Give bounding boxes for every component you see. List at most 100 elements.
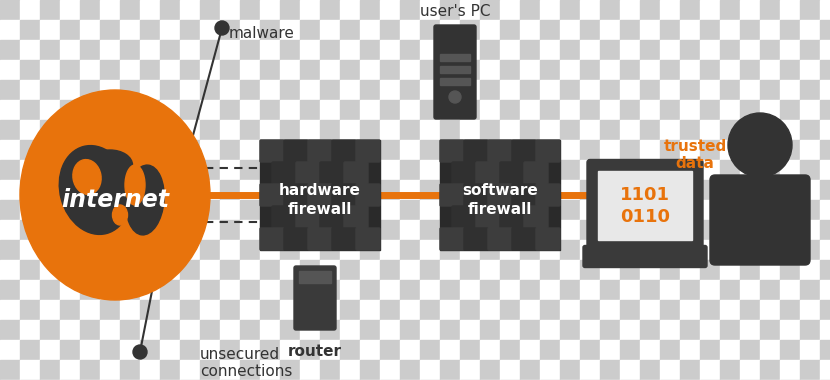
Bar xyxy=(60,300,80,320)
Bar xyxy=(480,360,500,380)
Bar xyxy=(380,160,400,180)
Bar xyxy=(0,100,20,120)
Bar xyxy=(620,160,640,180)
Bar xyxy=(100,260,120,280)
Bar xyxy=(340,300,360,320)
Bar xyxy=(460,120,480,140)
Text: router: router xyxy=(288,344,342,359)
Bar xyxy=(540,200,560,220)
Bar xyxy=(160,180,180,200)
Bar xyxy=(480,220,500,240)
Bar xyxy=(260,140,280,160)
Bar xyxy=(380,120,400,140)
Bar xyxy=(0,360,20,380)
Bar xyxy=(440,260,460,280)
Bar xyxy=(240,240,260,260)
FancyBboxPatch shape xyxy=(583,245,707,268)
Bar xyxy=(240,220,260,240)
FancyBboxPatch shape xyxy=(464,184,488,206)
Ellipse shape xyxy=(59,146,131,234)
Bar xyxy=(560,240,580,260)
Bar xyxy=(400,60,420,80)
Bar xyxy=(20,280,40,300)
Bar xyxy=(560,20,580,40)
Bar xyxy=(20,140,40,160)
Bar xyxy=(40,100,60,120)
Bar xyxy=(60,240,80,260)
Bar xyxy=(600,240,620,260)
Bar xyxy=(440,220,460,240)
Bar xyxy=(400,160,420,180)
Bar xyxy=(220,260,240,280)
Bar xyxy=(260,180,280,200)
Bar xyxy=(380,140,400,160)
Bar xyxy=(160,80,180,100)
Bar xyxy=(720,160,740,180)
Bar xyxy=(160,240,180,260)
Bar xyxy=(120,360,140,380)
Bar xyxy=(220,20,240,40)
Bar xyxy=(540,280,560,300)
Bar xyxy=(300,40,320,60)
Bar xyxy=(260,40,280,60)
Bar xyxy=(780,220,800,240)
Bar xyxy=(800,320,820,340)
Bar xyxy=(320,240,340,260)
Bar xyxy=(740,60,760,80)
Bar xyxy=(420,320,440,340)
Bar xyxy=(740,80,760,100)
Bar xyxy=(40,20,60,40)
Bar xyxy=(0,0,20,20)
Bar xyxy=(800,200,820,220)
Bar xyxy=(600,280,620,300)
Bar xyxy=(40,0,60,20)
Bar xyxy=(120,120,140,140)
Bar xyxy=(260,360,280,380)
Bar xyxy=(480,240,500,260)
FancyBboxPatch shape xyxy=(284,228,308,250)
FancyBboxPatch shape xyxy=(344,162,368,184)
Bar xyxy=(20,300,40,320)
FancyBboxPatch shape xyxy=(500,162,524,184)
Bar xyxy=(740,360,760,380)
Bar xyxy=(700,360,720,380)
Bar xyxy=(360,240,380,260)
Bar xyxy=(200,300,220,320)
Bar xyxy=(820,320,830,340)
Bar xyxy=(260,240,280,260)
Bar xyxy=(140,40,160,60)
Circle shape xyxy=(728,113,792,177)
Bar xyxy=(360,160,380,180)
Bar xyxy=(640,40,660,60)
FancyBboxPatch shape xyxy=(272,162,296,184)
Bar xyxy=(440,320,460,340)
Bar xyxy=(260,120,280,140)
Bar xyxy=(40,140,60,160)
Bar xyxy=(200,60,220,80)
Bar xyxy=(0,160,20,180)
Bar xyxy=(480,160,500,180)
Bar xyxy=(660,220,680,240)
FancyBboxPatch shape xyxy=(320,162,344,184)
Bar xyxy=(560,260,580,280)
Bar xyxy=(680,240,700,260)
Bar xyxy=(440,240,460,260)
Bar xyxy=(540,180,560,200)
Bar xyxy=(540,340,560,360)
Bar xyxy=(140,360,160,380)
Bar xyxy=(280,40,300,60)
Bar xyxy=(700,340,720,360)
Bar xyxy=(120,260,140,280)
Bar xyxy=(440,20,460,40)
Bar xyxy=(620,180,640,200)
FancyBboxPatch shape xyxy=(476,162,500,184)
Bar xyxy=(340,20,360,40)
Bar xyxy=(500,180,520,200)
Bar xyxy=(640,280,660,300)
Bar xyxy=(60,40,80,60)
Bar xyxy=(520,300,540,320)
Bar xyxy=(700,200,720,220)
Bar xyxy=(520,220,540,240)
Bar xyxy=(80,260,100,280)
Bar xyxy=(180,240,200,260)
